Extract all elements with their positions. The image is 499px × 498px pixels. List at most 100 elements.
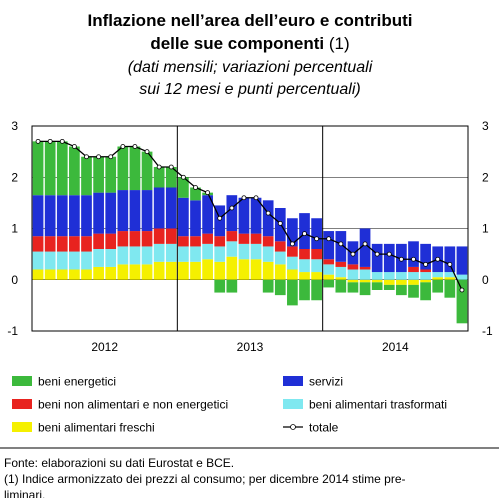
bar-segment xyxy=(456,246,468,275)
bar-segment xyxy=(69,269,80,280)
bar-segment xyxy=(262,200,274,237)
bar-segment xyxy=(81,269,92,280)
bar-segment xyxy=(105,249,117,267)
y-tick-label: 0 xyxy=(482,273,489,287)
bar-segment xyxy=(359,266,371,270)
bar-segment xyxy=(335,261,347,267)
total-point xyxy=(71,144,77,149)
bar-segment xyxy=(56,195,68,237)
bar-segment xyxy=(32,251,44,270)
subtitle: (dati mensili; variazioni percentuali xyxy=(128,59,373,76)
bar-segment xyxy=(105,192,117,234)
bar-segment xyxy=(141,190,153,232)
bar-segment xyxy=(93,233,104,249)
bar-segment xyxy=(250,243,262,260)
bar-segment xyxy=(141,264,153,280)
bar-segment xyxy=(81,195,92,237)
bar-segment xyxy=(105,233,117,249)
total-point xyxy=(459,287,465,293)
bar-segment xyxy=(347,269,359,280)
bar-segment xyxy=(335,266,347,278)
total-point xyxy=(362,241,368,247)
bar-segment xyxy=(81,251,92,270)
bar-segment xyxy=(226,195,238,232)
bar-segment xyxy=(141,231,153,247)
y-tick-label: 3 xyxy=(482,119,489,133)
chart-title: Inflazione nell’area dell’euro e contrib… xyxy=(88,11,413,30)
legend-swatch xyxy=(283,376,303,386)
legend-label: beni alimentari trasformati xyxy=(309,398,447,412)
bar-segment xyxy=(299,249,310,260)
bar-segment xyxy=(456,274,468,280)
legend-label: beni non alimentari e non energetici xyxy=(38,398,228,412)
total-point xyxy=(108,154,114,160)
total-point xyxy=(350,251,356,257)
chart-title: delle sue componenti (1) xyxy=(150,34,349,53)
bar-segment xyxy=(371,243,383,273)
title-text: delle sue componenti xyxy=(150,34,324,53)
bar-segment xyxy=(408,279,419,285)
bar-segment xyxy=(129,190,141,232)
bar-segment xyxy=(190,261,201,280)
bar-segment xyxy=(202,243,213,260)
total-point xyxy=(205,190,211,196)
legend-swatch xyxy=(12,399,32,409)
total-point xyxy=(398,256,404,262)
bar-segment xyxy=(311,249,322,260)
bar-segment xyxy=(56,269,68,280)
bar-segment xyxy=(274,264,286,280)
bar-segment xyxy=(117,246,129,265)
total-point xyxy=(217,215,223,221)
bar-segment xyxy=(311,218,322,249)
bar-segment xyxy=(456,279,468,324)
bar-segment xyxy=(335,231,347,262)
total-point xyxy=(168,164,174,170)
bar-segment xyxy=(226,279,238,293)
bar-segment xyxy=(93,156,104,193)
total-point xyxy=(374,251,380,257)
bar-segment xyxy=(287,279,298,306)
bar-segment xyxy=(238,243,250,260)
legend-swatch xyxy=(12,376,32,386)
bar-segment xyxy=(129,246,141,265)
bar-segment xyxy=(105,156,117,193)
total-point xyxy=(120,144,126,149)
bar-segment xyxy=(444,279,456,298)
x-year-label: 2012 xyxy=(91,340,118,354)
bar-segment xyxy=(262,261,274,280)
legend-swatch xyxy=(283,399,303,409)
bar-segment xyxy=(287,256,298,270)
bar-segment xyxy=(105,266,117,280)
bar-segment xyxy=(214,261,226,280)
legend-label: servizi xyxy=(309,375,343,389)
bar-segment xyxy=(44,251,56,270)
bar-segment xyxy=(93,192,104,234)
bar-segment xyxy=(56,236,68,252)
title-note: (1) xyxy=(329,34,350,53)
bar-segment xyxy=(287,246,298,257)
total-point xyxy=(314,236,320,242)
bar-segment xyxy=(359,228,371,267)
bar-segment xyxy=(44,141,56,196)
y-tick-label: 1 xyxy=(11,222,18,236)
total-point xyxy=(423,261,429,267)
bar-segment xyxy=(299,272,310,280)
bar-segment xyxy=(153,243,165,262)
bar-segment xyxy=(117,231,129,247)
bar-segment xyxy=(93,249,104,267)
bar-segment xyxy=(396,279,407,285)
total-point xyxy=(241,195,247,201)
bar-segment xyxy=(153,167,165,188)
legend-label: beni energetici xyxy=(38,375,116,389)
bar-segment xyxy=(420,279,431,283)
bar-segment xyxy=(44,195,56,237)
bar-segment xyxy=(274,241,286,252)
legend-swatch xyxy=(12,422,32,432)
bar-segment xyxy=(129,264,141,280)
y-tick-label: 0 xyxy=(11,273,18,287)
bar-segment xyxy=(311,279,322,301)
bar-segment xyxy=(44,269,56,280)
total-point xyxy=(229,205,235,211)
total-point xyxy=(411,256,416,262)
bar-segment xyxy=(165,167,177,188)
